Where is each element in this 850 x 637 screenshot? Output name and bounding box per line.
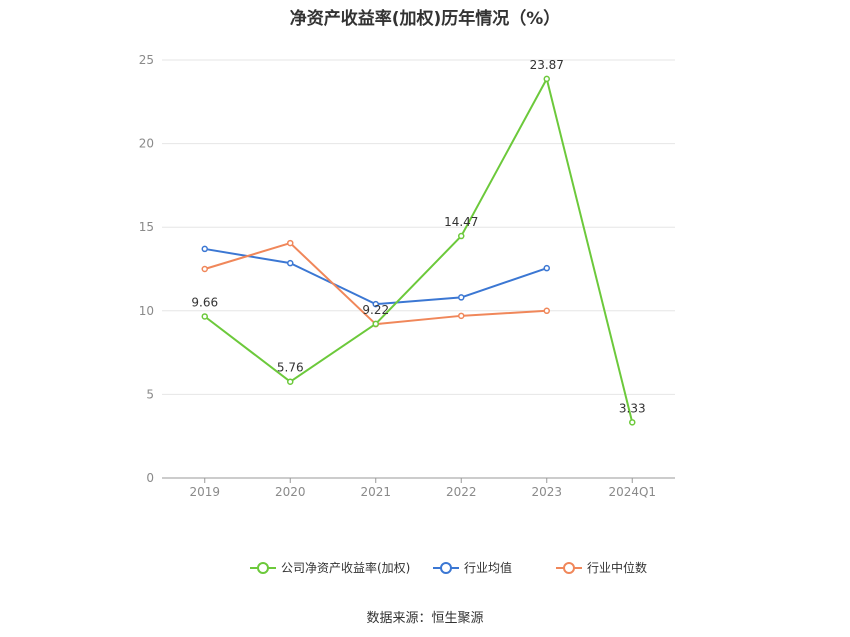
data-label: 9.22 (362, 303, 389, 317)
source-note: 数据来源：恒生聚源 (366, 611, 484, 626)
legend-marker (440, 562, 452, 574)
series-line (204, 77, 634, 423)
x-tick-label: 2019 (189, 485, 220, 499)
legend-label: 行业均值 (464, 560, 512, 575)
x-tick-label: 2023 (531, 485, 562, 499)
data-point (201, 245, 208, 253)
data-point (201, 313, 208, 320)
data-point (543, 264, 550, 272)
data-point (372, 300, 379, 308)
x-tick-label: 2024Q1 (608, 485, 656, 499)
data-label: 5.76 (277, 361, 304, 375)
data-point (543, 75, 550, 83)
data-label: 23.87 (530, 58, 564, 72)
data-point (287, 259, 294, 267)
y-tick-label: 25 (139, 53, 154, 67)
data-point (458, 294, 465, 301)
data-point (287, 239, 294, 247)
data-point (543, 307, 550, 315)
x-tick-label: 2021 (360, 485, 391, 499)
y-tick-label: 20 (139, 137, 154, 151)
data-point (372, 320, 379, 328)
legend-marker (257, 562, 269, 574)
y-tick-label: 15 (139, 220, 154, 234)
data-label: 14.47 (444, 215, 478, 229)
x-tick-label: 2020 (275, 485, 306, 499)
data-point (458, 232, 465, 240)
legend-label: 行业中位数 (587, 560, 647, 575)
chart-title: 净资产收益率(加权)历年情况（%） (289, 9, 561, 29)
data-point (629, 419, 636, 426)
series-line (204, 247, 548, 306)
data-point (201, 265, 208, 273)
x-tick-label: 2022 (446, 485, 477, 499)
y-tick-label: 0 (146, 471, 154, 485)
y-tick-label: 10 (139, 304, 154, 318)
data-point (458, 312, 465, 320)
legend-label: 公司净资产收益率(加权) (281, 560, 410, 575)
y-tick-label: 5 (146, 387, 154, 401)
data-label: 3.33 (619, 401, 646, 415)
data-label: 9.66 (191, 295, 218, 309)
data-point (287, 378, 294, 385)
legend-marker (563, 562, 575, 574)
